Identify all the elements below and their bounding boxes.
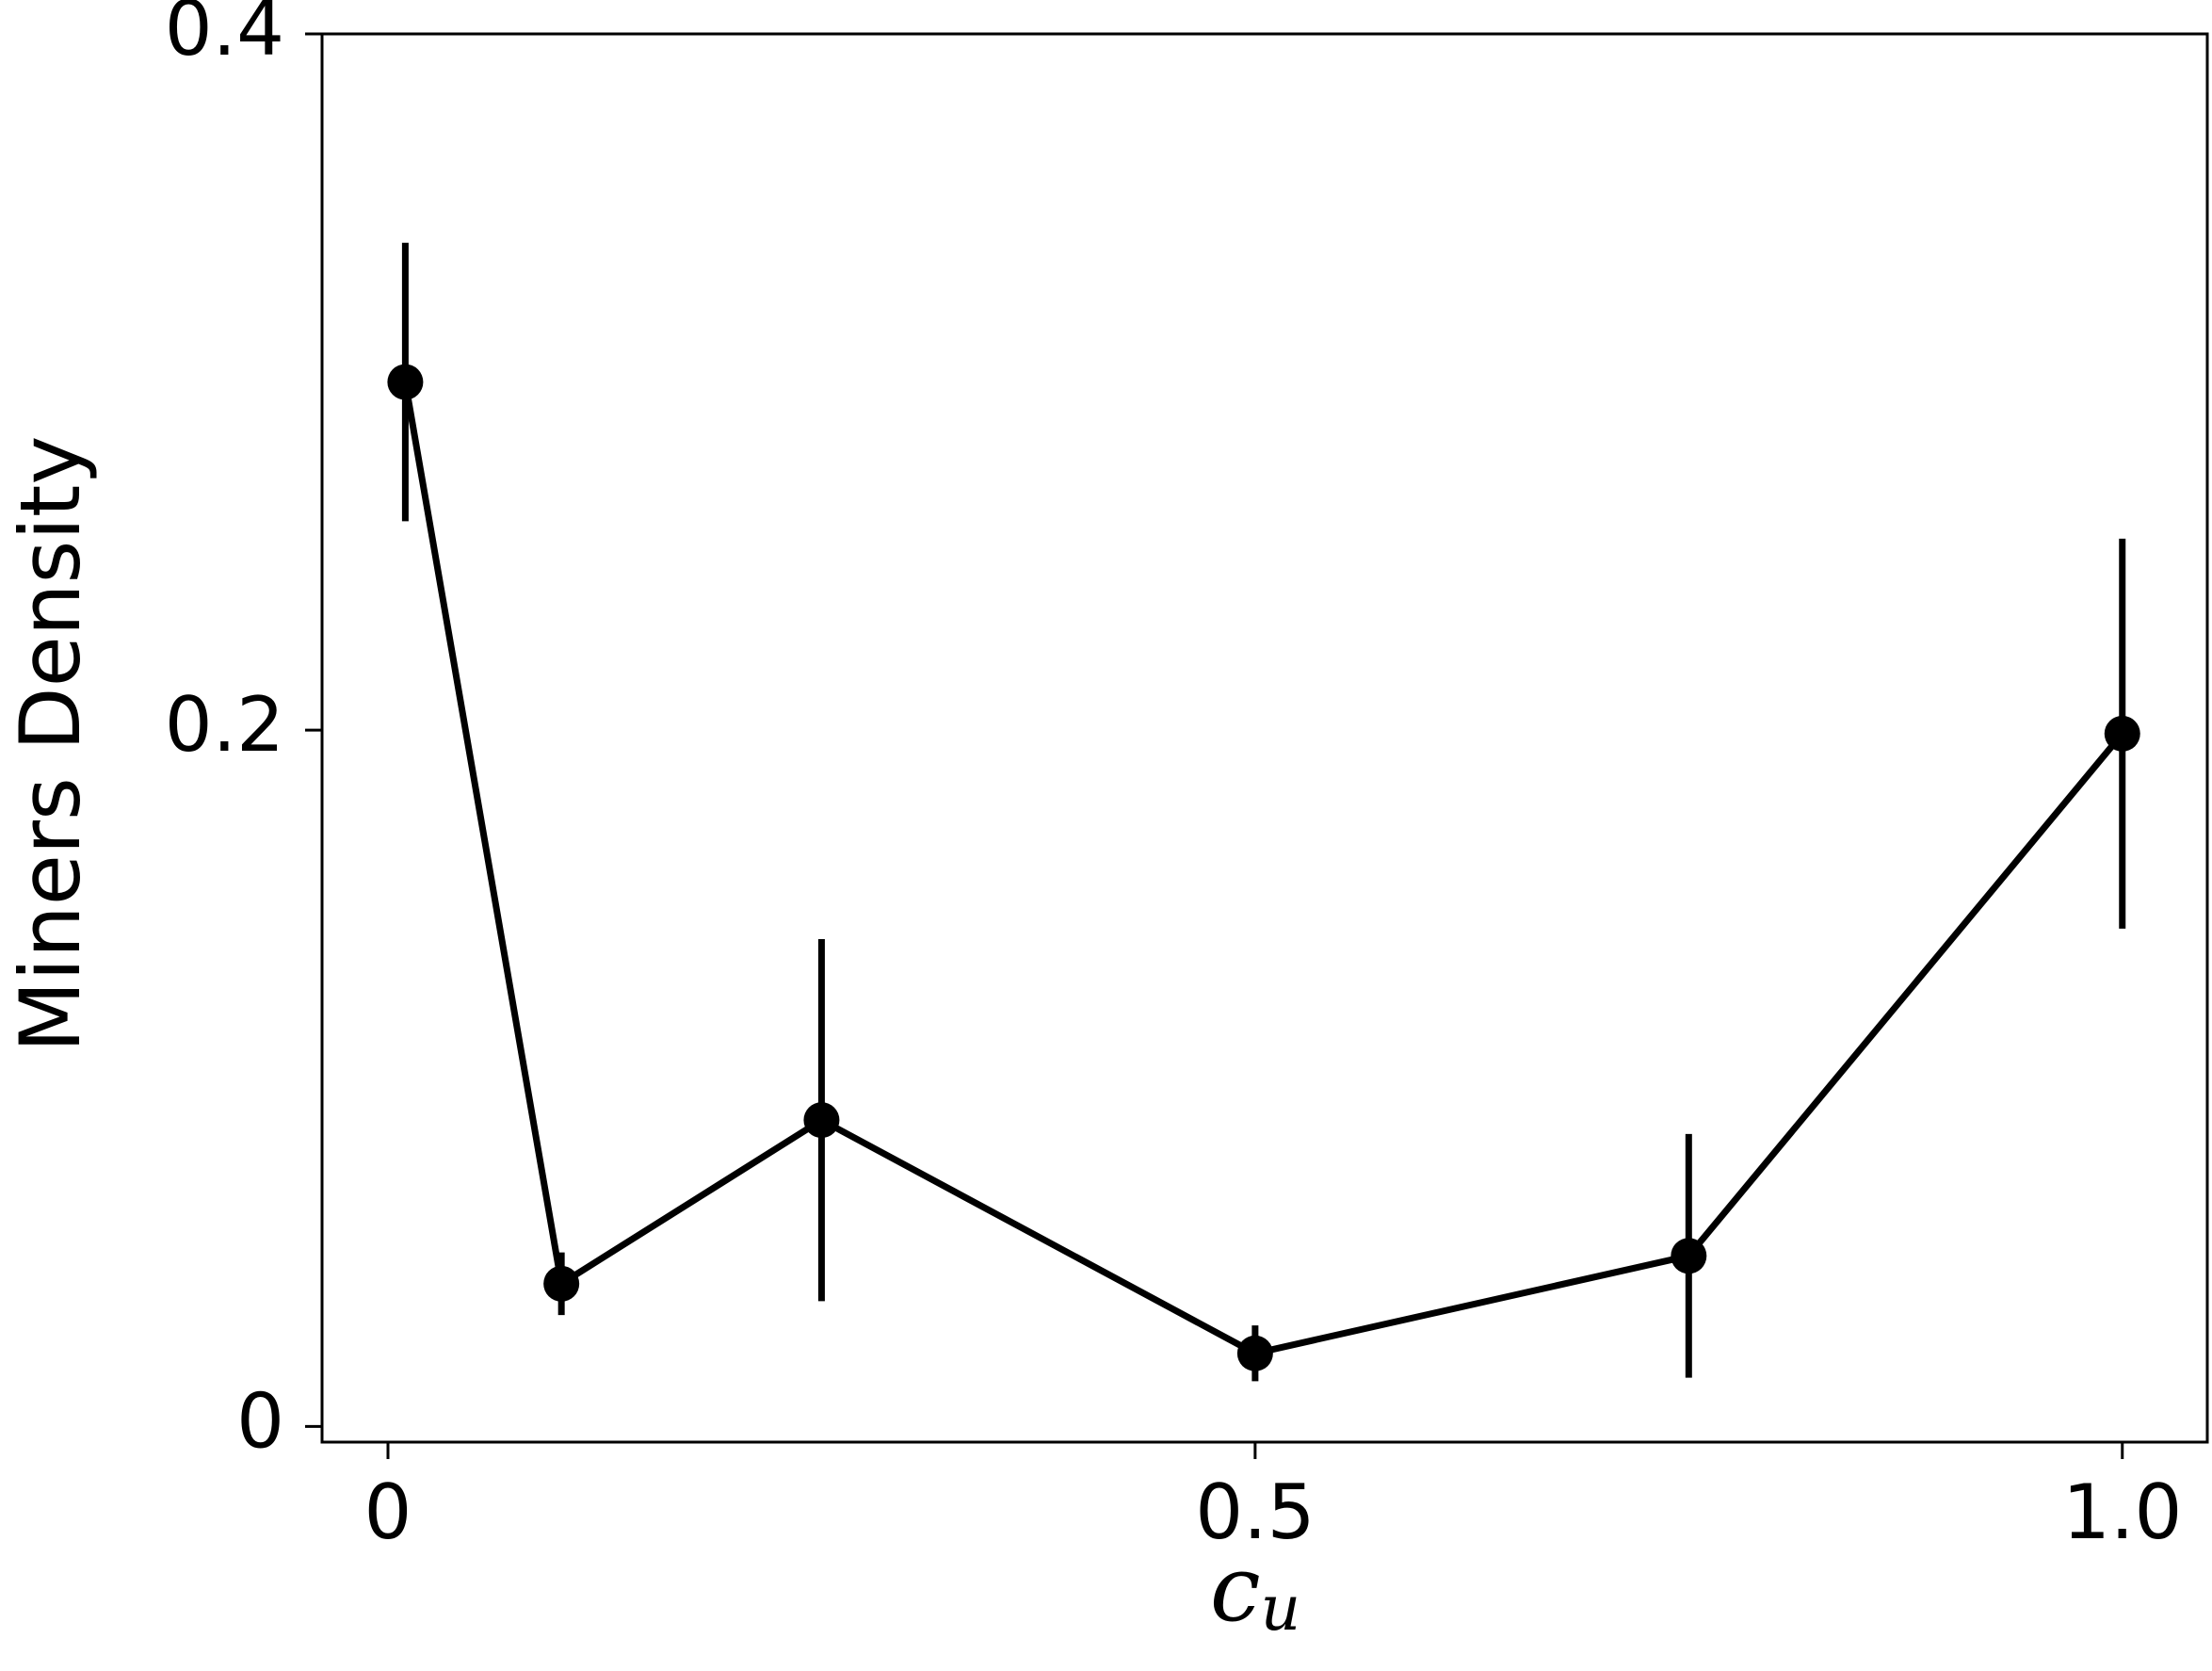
data-point xyxy=(2104,715,2140,752)
y-tick-label: 0 xyxy=(236,1377,284,1465)
data-point xyxy=(543,1265,580,1302)
x-axis-label-sub: u xyxy=(1261,1572,1301,1645)
x-tick-label: 1.0 xyxy=(2062,1468,2182,1556)
data-point xyxy=(803,1102,840,1139)
plot-frame xyxy=(320,32,2209,1444)
y-axis-label: Miners Density xyxy=(2,436,99,1053)
x-tick-label: 0 xyxy=(364,1468,412,1556)
y-tick-label: 0.4 xyxy=(165,0,284,73)
data-point xyxy=(387,364,424,400)
data-line xyxy=(401,381,2125,1357)
y-tick-label: 0.2 xyxy=(165,681,284,769)
data-point xyxy=(1236,1335,1273,1371)
x-axis-label: cu xyxy=(1210,1536,1300,1645)
data-point xyxy=(1671,1238,1707,1274)
x-axis-label-base: c xyxy=(1210,1536,1261,1642)
x-tick-label: 0.5 xyxy=(1195,1468,1315,1556)
